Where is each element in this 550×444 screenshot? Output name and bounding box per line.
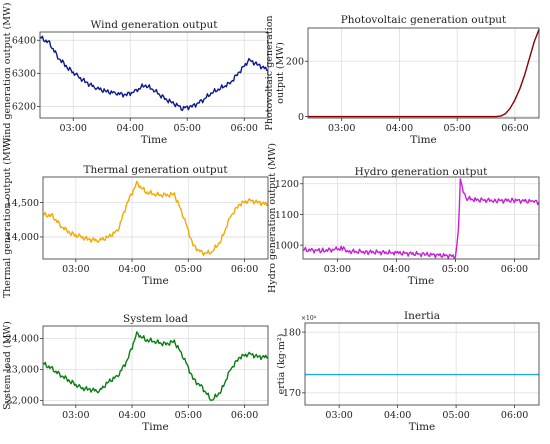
x-tick-label: 03:00	[60, 123, 87, 134]
x-axis-label: Time	[408, 275, 435, 287]
x-tick-label: 04:00	[386, 123, 413, 134]
y-tick-label: 200	[286, 57, 304, 68]
plot-frame	[39, 31, 269, 119]
chart-title: Hydro generation output	[355, 166, 488, 178]
y-tick-label: 22,000	[6, 396, 39, 407]
plot-frame	[307, 27, 540, 119]
x-axis-label: Time	[142, 421, 169, 433]
chart-title: Photovoltaic generation output	[341, 14, 507, 26]
series-line	[42, 331, 269, 401]
y-tick-label: 14,500	[6, 198, 39, 209]
y-tick-label: 1100	[275, 210, 299, 221]
x-tick-label: 04:00	[118, 264, 145, 275]
y-tick-label: 0	[298, 112, 304, 123]
chart-title: System load	[123, 313, 188, 325]
x-tick-label: 04:00	[118, 410, 145, 421]
chart-panel: 03:00 04:00 05:00 06:00 0 200 Photovoltaic gen…	[264, 14, 540, 146]
x-tick-label: 05:00	[442, 264, 469, 275]
x-tick-label: 03:00	[62, 410, 89, 421]
x-tick-label: 05:00	[442, 410, 469, 421]
plot-frame	[304, 322, 540, 406]
chart-panel: 03:00 04:00 05:00 06:00 170 180 Inertia Time ert…	[276, 310, 540, 433]
y-tick-label: 6200	[12, 102, 36, 113]
x-tick-label: 06:00	[231, 123, 258, 134]
x-axis-label: Time	[142, 275, 169, 287]
y-axis-label: Hydro generation output (MW)	[267, 143, 278, 293]
x-axis-label: Time	[141, 134, 168, 146]
x-axis-label: Time	[410, 134, 437, 146]
y-tick-label: 1200	[275, 179, 299, 190]
y-tick-label: 23,000	[6, 365, 39, 376]
series-line	[308, 29, 540, 118]
chart-title: Thermal generation output	[83, 164, 228, 176]
plot-frame	[42, 325, 269, 406]
x-axis-label: Time	[409, 421, 436, 433]
x-tick-label: 05:00	[175, 410, 202, 421]
series-line	[39, 35, 269, 111]
x-tick-label: 04:00	[383, 264, 410, 275]
x-tick-label: 05:00	[174, 123, 201, 134]
y-axis-label: System load (MW)	[2, 321, 13, 410]
chart-panel: 03:00 04:00 05:00 06:0014,00014,500Thermal …	[2, 138, 269, 298]
x-tick-label: 06:00	[231, 410, 258, 421]
y-tick-label: 1000	[275, 240, 299, 251]
plot-frame	[302, 176, 540, 260]
y-axis-label: Photovoltaic generation	[264, 15, 275, 130]
chart-title: Inertia	[404, 310, 440, 322]
y-axis-label: Wind generation output (MW)	[2, 3, 13, 148]
x-tick-label: 06:00	[501, 410, 528, 421]
y-tick-label: 180	[283, 327, 301, 338]
x-tick-label: 03:00	[62, 264, 89, 275]
y-axis-label: Thermal generation output (MW)	[2, 138, 13, 298]
y-axis-label: output (MW)	[275, 42, 286, 104]
x-tick-label: 05:00	[443, 123, 470, 134]
y-tick-label: 170	[283, 388, 301, 399]
x-tick-label: 03:00	[325, 410, 352, 421]
chart-panel: 03:00 04:00 05:00 06:0022,00023,00024,000Sy…	[2, 313, 269, 433]
y-tick-label: 6300	[12, 69, 36, 80]
y-tick-label: 24,000	[6, 334, 39, 345]
y-tick-label: 14,000	[6, 232, 39, 243]
x-tick-label: 04:00	[117, 123, 144, 134]
x-tick-label: 06:00	[231, 264, 258, 275]
x-tick-label: 03:00	[328, 123, 355, 134]
y-tick-label: 6400	[12, 36, 36, 47]
series-line	[302, 178, 540, 260]
x-tick-label: 06:00	[501, 123, 528, 134]
y-multiplier-label: ×10⁴	[301, 315, 317, 322]
x-tick-label: 06:00	[501, 264, 528, 275]
y-axis-label: ertia (kg·m²)	[276, 334, 287, 395]
chart-title: Wind generation output	[91, 19, 219, 31]
x-tick-label: 05:00	[175, 264, 202, 275]
plot-frame	[42, 176, 269, 260]
x-tick-label: 03:00	[324, 264, 351, 275]
x-tick-label: 04:00	[384, 410, 411, 421]
series-line	[42, 180, 269, 257]
